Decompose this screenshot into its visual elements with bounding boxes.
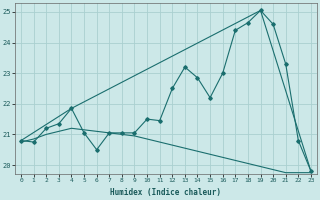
X-axis label: Humidex (Indice chaleur): Humidex (Indice chaleur): [110, 188, 221, 197]
